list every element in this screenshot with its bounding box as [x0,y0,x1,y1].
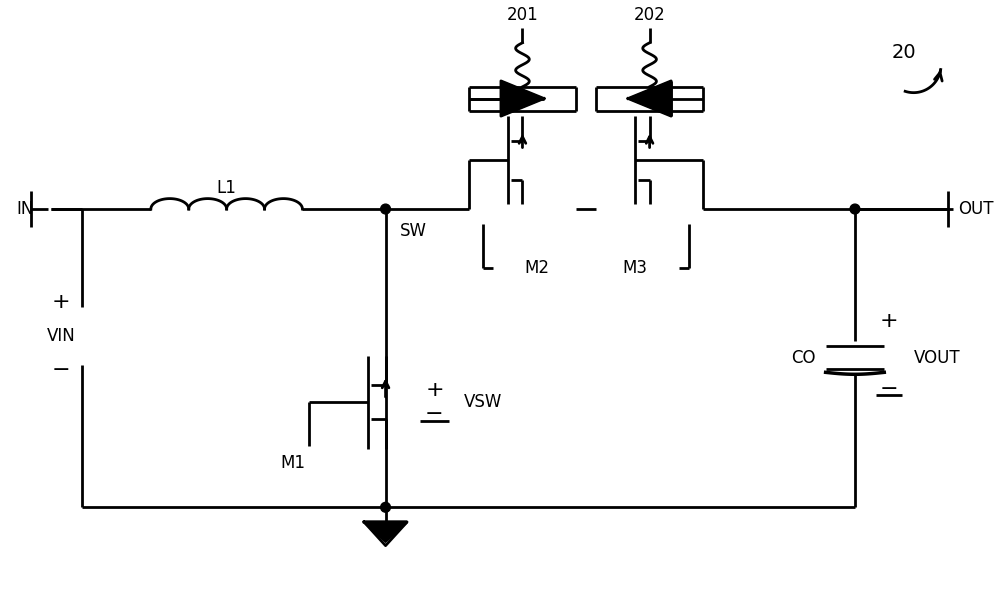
Text: L1: L1 [216,178,236,197]
Text: 20: 20 [892,43,916,62]
Circle shape [850,204,860,214]
Text: SW: SW [400,222,427,240]
Polygon shape [501,81,544,116]
Text: +: + [52,292,70,312]
Polygon shape [364,522,407,541]
Text: OUT: OUT [958,200,993,218]
Circle shape [381,502,390,512]
Text: −: − [880,379,898,399]
Text: VOUT: VOUT [914,349,960,367]
Text: −: − [425,404,444,425]
Text: 201: 201 [507,6,538,24]
Text: −: − [52,360,70,381]
Text: +: + [425,380,444,400]
Text: CO: CO [791,349,816,367]
Text: VSW: VSW [464,393,502,411]
Text: IN: IN [16,200,34,218]
Polygon shape [628,81,671,116]
Text: M1: M1 [280,455,305,472]
Text: VIN: VIN [47,327,75,345]
Text: M2: M2 [525,258,550,277]
Text: +: + [880,312,898,332]
Circle shape [381,204,390,214]
Text: M3: M3 [622,258,647,277]
Text: 202: 202 [634,6,665,24]
